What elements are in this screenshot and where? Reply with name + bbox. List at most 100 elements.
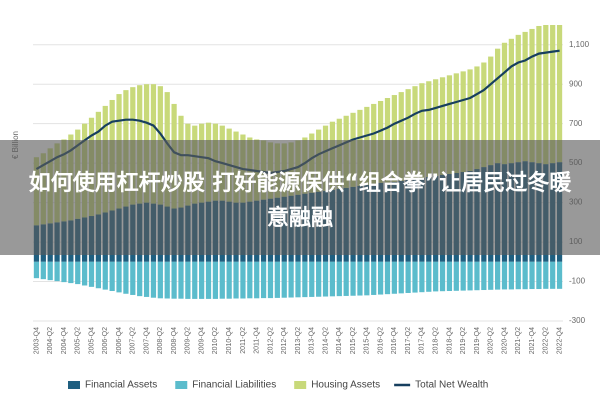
bar xyxy=(481,62,487,168)
bar xyxy=(185,261,191,299)
y-tick-label: 1,100 xyxy=(569,40,590,49)
bar xyxy=(460,261,466,291)
bar xyxy=(137,261,143,297)
bar xyxy=(467,69,473,172)
x-tick-label: 2018-Q4 xyxy=(446,327,453,354)
legend-swatch xyxy=(68,381,80,389)
x-tick-label: 2004-Q2 xyxy=(47,327,54,354)
bar xyxy=(240,261,246,299)
bar xyxy=(281,261,287,298)
bar xyxy=(357,261,363,296)
bar xyxy=(247,261,253,299)
x-tick-label: 2016-Q4 xyxy=(391,327,398,354)
bar xyxy=(377,261,384,295)
bar xyxy=(453,261,459,291)
bar xyxy=(412,86,418,179)
bar xyxy=(508,261,514,290)
bar xyxy=(556,25,563,163)
bar xyxy=(433,79,439,176)
bar xyxy=(109,261,115,292)
bar xyxy=(171,261,177,299)
bar xyxy=(288,261,294,298)
legend-swatch xyxy=(175,381,188,389)
bar xyxy=(515,34,521,163)
headline: 如何使用杠杆炒股 打好能源保供“组合拳”让居民过冬暖意融融 xyxy=(28,171,572,231)
x-tick-label: 2016-Q2 xyxy=(377,327,384,354)
bar xyxy=(68,261,74,284)
bar xyxy=(329,261,336,297)
legend-label: Financial Liabilities xyxy=(192,380,276,391)
bar xyxy=(501,261,508,290)
x-tick-label: 2019-Q4 xyxy=(474,327,481,354)
x-tick-label: 2021-Q2 xyxy=(515,327,522,354)
bar xyxy=(556,261,563,289)
x-tick-label: 2006-Q4 xyxy=(116,327,123,354)
bar xyxy=(536,25,542,164)
bar xyxy=(508,38,514,164)
bar xyxy=(192,261,198,299)
x-tick-label: 2015-Q2 xyxy=(350,327,357,354)
bar xyxy=(130,261,136,295)
bar xyxy=(88,261,95,287)
x-tick-label: 2003-Q4 xyxy=(33,327,40,354)
x-tick-label: 2022-Q2 xyxy=(543,327,550,354)
bar xyxy=(302,261,308,298)
bar xyxy=(405,89,411,180)
bar xyxy=(515,261,521,290)
bar xyxy=(40,261,46,280)
x-tick-label: 2011-Q4 xyxy=(254,327,261,354)
bar xyxy=(446,75,453,174)
bar xyxy=(143,261,150,297)
bar xyxy=(460,71,466,173)
bar xyxy=(488,261,494,290)
legend-label: Total Net Wealth xyxy=(415,380,488,391)
bar xyxy=(95,261,102,289)
y-tick-label: -100 xyxy=(569,277,586,286)
x-tick-label: 2011-Q2 xyxy=(240,327,247,354)
bar xyxy=(123,261,129,294)
bar xyxy=(522,31,528,162)
bar xyxy=(254,261,260,299)
bar xyxy=(157,261,163,299)
bar xyxy=(543,25,549,165)
bar xyxy=(267,261,274,299)
x-tick-label: 2019-Q2 xyxy=(460,327,467,354)
y-tick-label: -300 xyxy=(569,316,586,325)
bar xyxy=(494,48,501,164)
bar xyxy=(178,261,184,299)
bar xyxy=(364,261,370,296)
bar xyxy=(226,261,232,299)
bar xyxy=(164,261,170,299)
bar xyxy=(295,261,301,298)
bar xyxy=(536,261,542,290)
x-tick-label: 2010-Q4 xyxy=(226,327,233,354)
x-tick-label: 2022-Q4 xyxy=(556,327,563,354)
x-tick-label: 2015-Q4 xyxy=(364,327,371,354)
x-tick-label: 2005-Q2 xyxy=(75,327,82,354)
bar xyxy=(82,261,88,286)
bar xyxy=(433,261,439,292)
x-tick-label: 2020-Q2 xyxy=(488,327,495,354)
x-tick-label: 2005-Q4 xyxy=(88,327,95,354)
x-tick-label: 2014-Q4 xyxy=(336,327,343,354)
bar xyxy=(550,25,556,164)
x-tick-label: 2008-Q2 xyxy=(157,327,164,354)
x-tick-label: 2009-Q4 xyxy=(198,327,205,354)
bar xyxy=(439,77,446,175)
x-tick-label: 2018-Q2 xyxy=(433,327,440,354)
x-tick-label: 2007-Q2 xyxy=(130,327,137,354)
x-tick-label: 2021-Q4 xyxy=(529,327,536,354)
x-tick-label: 2013-Q2 xyxy=(295,327,302,354)
x-tick-label: 2004-Q4 xyxy=(61,327,68,354)
x-tick-label: 2020-Q4 xyxy=(501,327,508,354)
bar xyxy=(33,261,40,279)
legend-label: Financial Assets xyxy=(85,380,157,391)
x-tick-label: 2008-Q4 xyxy=(171,327,178,354)
legend-swatch xyxy=(294,381,307,389)
bar xyxy=(522,261,528,290)
bar xyxy=(212,261,219,299)
x-tick-label: 2009-Q2 xyxy=(185,327,192,354)
bar xyxy=(371,261,377,295)
bar xyxy=(75,261,81,285)
